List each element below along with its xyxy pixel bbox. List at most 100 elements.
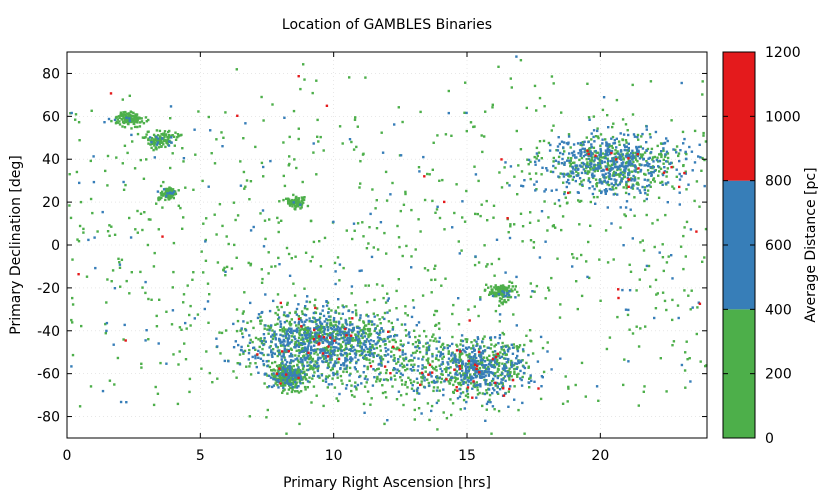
data-point [566,172,569,175]
data-point [419,383,422,387]
data-point [600,161,604,165]
data-point [252,346,255,350]
data-point [621,118,625,121]
data-point [435,389,439,392]
data-point [386,419,389,422]
data-point [625,183,628,187]
data-point [179,206,182,210]
data-point [698,205,701,208]
data-point [591,167,595,170]
data-point [326,376,329,379]
data-point [644,325,647,328]
data-point [454,376,457,380]
data-point [472,355,475,359]
data-point [155,129,159,132]
data-point [508,184,511,187]
data-point [281,362,284,365]
data-point [671,165,675,169]
data-point [429,339,432,342]
data-point [475,383,479,387]
data-point [332,325,336,328]
data-point [575,257,579,260]
data-point [372,354,375,357]
data-point [464,362,468,365]
data-point [422,355,425,359]
data-point [487,286,490,289]
data-point [279,376,282,380]
data-point [259,319,262,323]
data-point [593,163,596,166]
data-point [282,364,286,367]
data-point [306,386,309,389]
data-point [483,366,486,369]
data-point [515,324,518,327]
data-point [301,197,304,200]
data-point [314,306,317,310]
data-point [498,313,502,316]
data-point [147,118,150,122]
data-point [170,136,173,139]
data-point [550,276,553,280]
data-point [476,393,480,396]
data-point [435,375,438,379]
data-point [277,372,281,375]
data-point [624,165,628,168]
data-point [616,173,619,176]
data-points [68,55,708,435]
data-point [511,378,515,382]
data-point [633,196,636,199]
data-point [339,367,342,371]
data-point [435,377,439,380]
data-point [465,353,468,357]
data-point [443,346,446,350]
data-point [441,348,445,351]
data-point [283,366,286,369]
data-point [493,350,497,353]
data-point [131,140,134,143]
data-point [182,160,185,163]
data-point [598,162,602,165]
data-point [615,179,618,182]
data-point [384,354,387,357]
data-point [274,343,277,346]
data-point [470,341,473,344]
data-point [348,76,351,79]
data-point [640,163,643,167]
data-point [271,351,274,354]
data-point [608,143,611,146]
data-point [152,265,156,268]
data-point [270,351,273,354]
data-point [311,349,314,352]
data-point [445,378,448,381]
data-point [614,163,617,166]
data-point [677,152,681,155]
data-point [684,386,687,389]
data-point [172,196,175,200]
data-point [466,338,469,341]
data-point [288,155,291,158]
data-point [367,333,370,336]
data-point [546,341,549,344]
data-point [263,336,266,340]
data-point [393,338,396,342]
data-point [412,306,416,309]
data-point [417,365,420,368]
data-point [661,256,665,259]
data-point [184,358,188,361]
data-point [623,148,626,152]
data-point [297,345,301,348]
data-point [345,384,349,387]
data-point [323,328,326,331]
data-point [631,177,634,181]
data-point [493,366,496,369]
colorbar-tick-label: 1000 [765,109,801,125]
data-point [473,125,476,128]
data-point [242,350,245,353]
data-point [333,261,337,265]
data-point [467,359,471,363]
data-point [356,326,359,329]
data-point [520,378,523,382]
data-point [257,338,260,341]
data-point [108,234,111,237]
data-point [387,320,391,323]
